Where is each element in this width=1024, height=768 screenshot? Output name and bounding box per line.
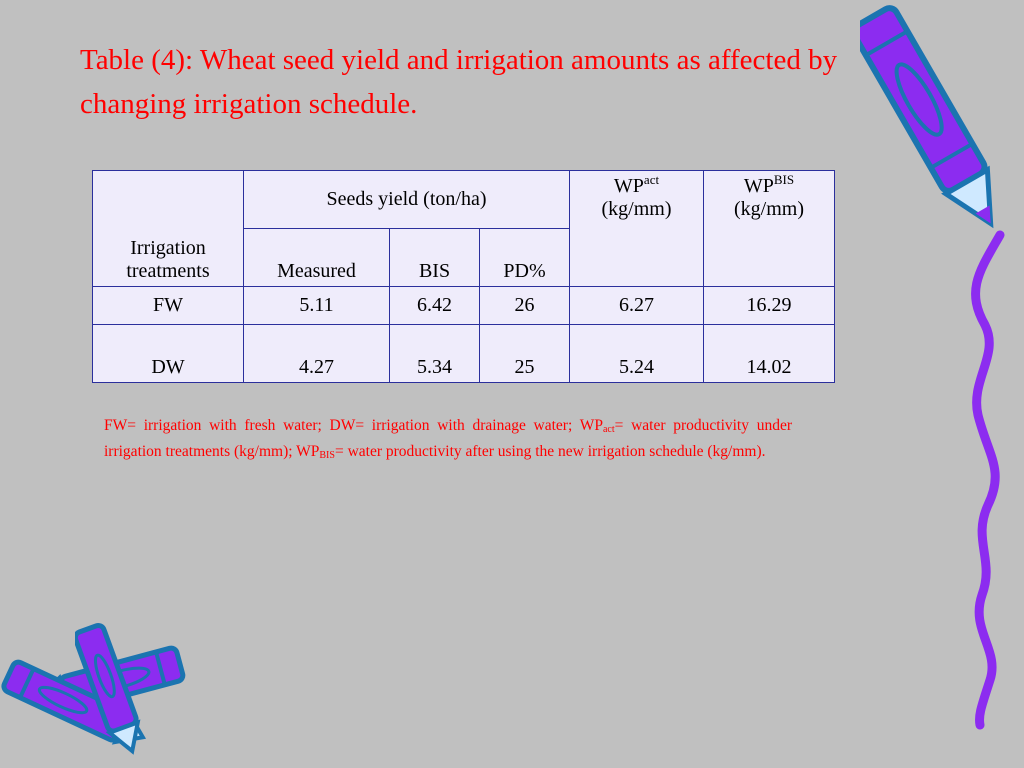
footnote-text-2: = water productivity under irrigation tr…: [104, 417, 792, 460]
wp-bis-unit: (kg/mm): [734, 198, 804, 220]
slide-title: Table (4): Wheat seed yield and irrigati…: [80, 44, 838, 120]
cell-wp-bis: 14.02: [703, 324, 835, 383]
header-wp-act: WPact (kg/mm): [569, 170, 704, 287]
cell-treatment: FW: [92, 286, 244, 325]
cell-wp-act: 5.24: [569, 324, 704, 383]
table-row: FW 5.11 6.42 26 6.27 16.29: [92, 286, 835, 325]
yield-table: Irrigation treatments Seeds yield (ton/h…: [92, 170, 835, 383]
cell-pd: 25: [479, 324, 570, 383]
footnote-sub-act: act: [602, 424, 615, 435]
cell-measured: 5.11: [243, 286, 390, 325]
wp-act-sub: act: [643, 172, 660, 187]
footnote-text-3: = water productivity after using the new…: [334, 443, 766, 460]
cell-wp-bis: 16.29: [703, 286, 835, 325]
header-measured: Measured: [243, 228, 390, 287]
footnote: FW= irrigation with fresh water; DW= irr…: [104, 414, 792, 466]
cell-bis: 5.34: [389, 324, 480, 383]
wp-bis-sub: BIS: [773, 172, 795, 187]
header-pd: PD%: [479, 228, 570, 287]
crayon-icon: [75, 622, 141, 755]
table-row: DW 4.27 5.34 25 5.24 14.02: [92, 324, 835, 383]
crayon-icon: [860, 5, 994, 229]
header-irrigation-treatments: Irrigation treatments: [92, 170, 244, 287]
wp-act-unit: (kg/mm): [601, 198, 672, 220]
header-bis: BIS: [389, 228, 480, 287]
cell-treatment: DW: [92, 324, 244, 383]
header-seeds-yield: Seeds yield (ton/ha): [243, 170, 570, 229]
cell-measured: 4.27: [243, 324, 390, 383]
cell-wp-act: 6.27: [569, 286, 704, 325]
footnote-text-1: FW= irrigation with fresh water; DW= irr…: [104, 417, 603, 434]
footnote-sub-bis: BIS: [319, 450, 335, 461]
wp-act-base: WP: [613, 175, 644, 197]
cell-pd: 26: [479, 286, 570, 325]
wp-bis-base: WP: [743, 175, 774, 197]
header-wp-bis: WPBIS (kg/mm): [703, 170, 835, 287]
squiggle-line-icon: [971, 230, 1005, 730]
cell-bis: 6.42: [389, 286, 480, 325]
